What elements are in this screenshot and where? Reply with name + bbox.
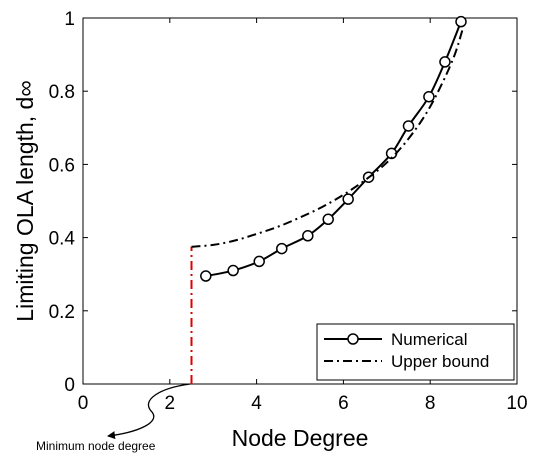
numerical-data-point bbox=[200, 270, 212, 282]
x-axis-label: Node Degree bbox=[232, 425, 369, 451]
numerical-data-point bbox=[276, 242, 288, 255]
numerical-data-point bbox=[423, 90, 435, 103]
y-tick-label: 0.4 bbox=[49, 229, 76, 250]
y-tick-label: 0.6 bbox=[49, 155, 75, 176]
x-tick-label: 0 bbox=[78, 393, 89, 414]
numerical-data-point bbox=[439, 56, 451, 68]
numerical-data-point bbox=[253, 255, 265, 268]
series-upper-bound-line bbox=[191, 28, 464, 248]
x-tick-label: 8 bbox=[425, 393, 436, 414]
x-tick-label: 6 bbox=[338, 393, 349, 414]
x-tick-label: 4 bbox=[251, 393, 262, 414]
legend-numerical-label: Numerical bbox=[391, 330, 468, 349]
x-tick-label: 2 bbox=[165, 393, 176, 414]
series-layer bbox=[191, 15, 467, 282]
legend-box bbox=[316, 323, 515, 381]
y-tick-label: 0 bbox=[64, 375, 75, 396]
y-tick-label: 0.2 bbox=[49, 302, 75, 323]
y-tick-label: 0.8 bbox=[49, 82, 75, 103]
annotation: Minimum node degree bbox=[36, 383, 191, 453]
legend-upper-bound-label: Upper bound bbox=[391, 352, 489, 371]
numerical-data-point bbox=[322, 213, 334, 226]
numerical-data-point bbox=[227, 264, 239, 277]
x-tick-label: 10 bbox=[506, 393, 527, 414]
legend-numerical-marker bbox=[347, 333, 359, 345]
y-tick-label: 1 bbox=[64, 9, 75, 30]
y-ticks: 0 0.2 0.4 0.6 0.8 1 bbox=[49, 9, 517, 396]
numerical-data-point bbox=[342, 193, 354, 205]
annotation-arrow bbox=[107, 383, 191, 440]
annotation-label: Minimum node degree bbox=[36, 439, 156, 453]
numerical-data-point bbox=[402, 120, 415, 132]
x-ticks: 0 2 4 6 8 10 bbox=[78, 18, 528, 414]
numerical-data-point bbox=[455, 15, 467, 28]
numerical-data-point bbox=[302, 230, 314, 242]
legend: Numerical Upper bound bbox=[316, 323, 515, 381]
y-axis-label: Limiting OLA length, d∞ bbox=[12, 80, 38, 321]
